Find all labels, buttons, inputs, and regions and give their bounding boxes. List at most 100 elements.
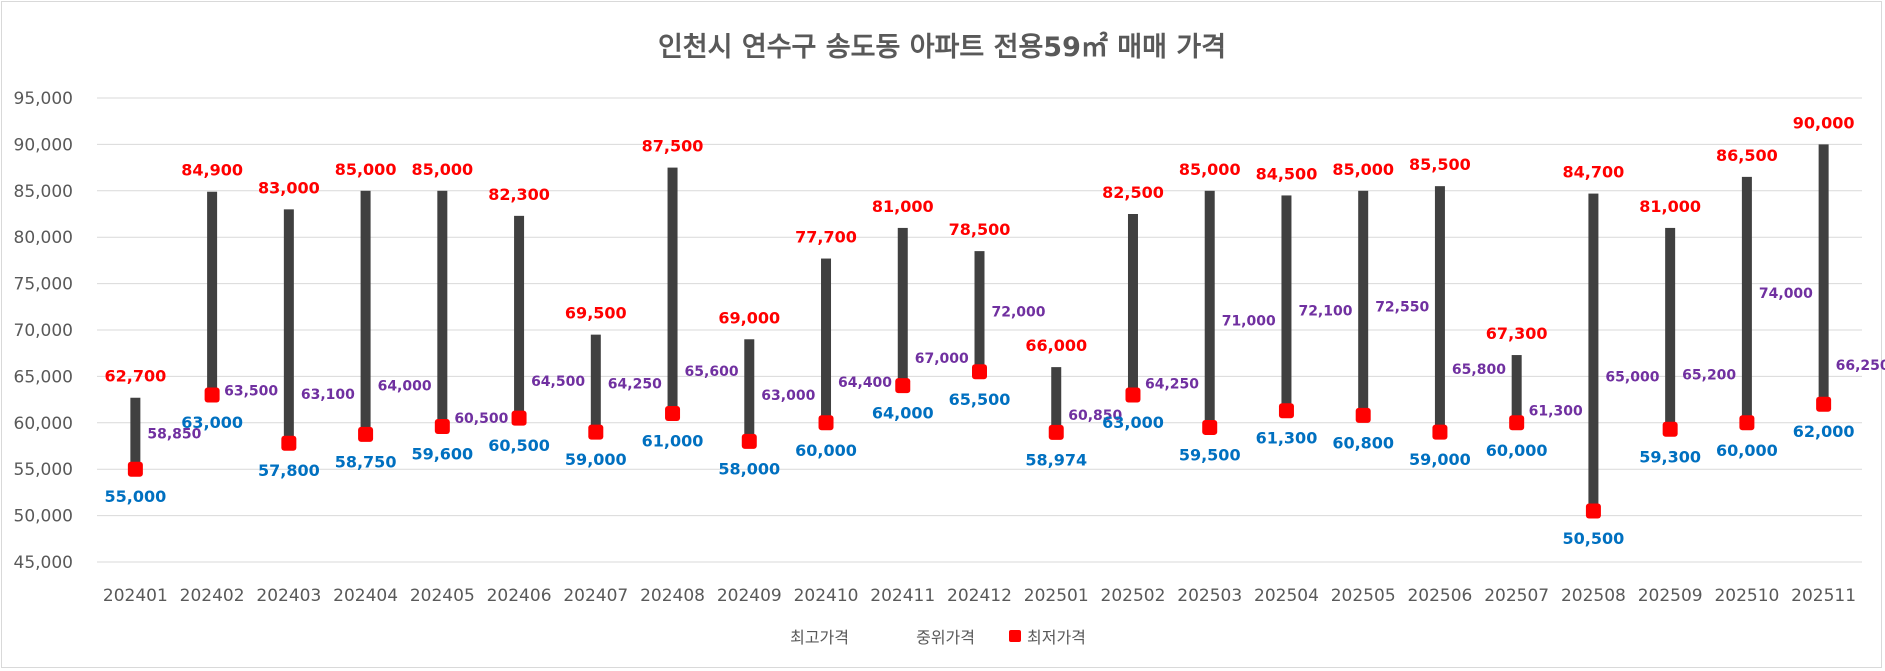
x-tick-label: 202404	[333, 586, 398, 606]
min-price-label: 58,750	[335, 452, 397, 471]
median-price-label: 58,850	[147, 426, 201, 442]
median-price-label: 60,500	[454, 411, 508, 427]
max-price-label: 84,700	[1563, 163, 1625, 182]
min-price-marker	[434, 419, 450, 435]
max-price-label: 84,500	[1256, 164, 1318, 183]
min-price-marker	[1816, 396, 1832, 412]
min-price-marker	[1509, 415, 1525, 431]
gridlines	[97, 97, 1862, 563]
range-bar	[1127, 214, 1138, 395]
min-price-marker	[665, 406, 681, 422]
min-price-label: 65,500	[949, 390, 1011, 409]
range-bar	[1741, 176, 1752, 423]
max-price-label: 62,700	[104, 367, 166, 386]
x-tick-label: 202405	[410, 586, 475, 606]
min-price-marker	[1662, 421, 1678, 437]
range-bar	[514, 215, 525, 419]
range-bar	[1434, 186, 1445, 433]
min-price-label: 60,800	[1332, 433, 1394, 452]
min-price-marker	[972, 364, 987, 380]
min-price-marker	[818, 415, 834, 431]
range-bar	[207, 191, 218, 395]
max-price-label: 85,500	[1409, 155, 1471, 174]
range-bar	[974, 251, 985, 372]
min-price-marker	[204, 387, 220, 403]
min-price-marker	[1048, 424, 1064, 440]
min-price-label: 59,500	[1179, 445, 1241, 464]
range-bar	[1818, 144, 1829, 405]
max-price-label: 69,500	[565, 304, 627, 323]
range-bar	[897, 227, 908, 386]
max-price-label: 77,700	[795, 228, 857, 247]
min-price-label: 59,300	[1639, 447, 1701, 466]
legend: 최고가격 중위가격 최저가격	[790, 628, 1086, 647]
x-tick-label: 202501	[1024, 586, 1089, 606]
range-bar	[437, 190, 448, 427]
x-tick-label: 202412	[947, 586, 1012, 606]
max-price-label: 82,300	[488, 185, 550, 204]
median-price-label: 65,000	[1605, 369, 1659, 385]
max-price-label: 85,000	[411, 160, 473, 179]
median-price-label: 72,550	[1375, 299, 1429, 315]
min-price-label: 58,974	[1025, 450, 1087, 469]
min-price-marker	[895, 378, 911, 394]
min-price-label: 60,000	[1716, 441, 1778, 460]
median-price-label: 64,500	[531, 374, 585, 390]
median-price-label: 71,000	[1222, 314, 1276, 330]
legend-label-median: 중위가격	[916, 628, 975, 647]
median-price-label: 64,250	[1145, 376, 1199, 392]
min-price-marker	[511, 410, 527, 426]
median-price-label: 64,400	[838, 375, 892, 391]
max-price-label: 83,000	[258, 178, 320, 197]
y-tick-label: 55,000	[14, 460, 73, 480]
x-tick-label: 202402	[180, 586, 245, 606]
min-price-label: 63,000	[1102, 413, 1164, 432]
x-tick-label: 202503	[1177, 586, 1242, 606]
range-bar	[360, 190, 371, 435]
median-price-label: 72,100	[1298, 304, 1352, 320]
y-tick-label: 60,000	[14, 414, 73, 434]
max-price-label: 66,000	[1025, 336, 1087, 355]
min-price-marker	[1355, 407, 1371, 423]
max-price-label: 86,500	[1716, 146, 1778, 165]
x-tick-label: 202506	[1407, 586, 1472, 606]
median-price-label: 65,600	[685, 364, 739, 380]
min-price-label: 58,000	[718, 459, 780, 478]
x-tick-label: 202409	[717, 586, 782, 606]
legend-marker-min	[1009, 630, 1021, 642]
y-tick-label: 75,000	[14, 275, 73, 295]
range-bar	[821, 258, 832, 423]
legend-label-max: 최고가격	[790, 628, 849, 647]
min-price-marker	[1739, 415, 1755, 431]
max-price-label: 67,300	[1486, 324, 1548, 343]
y-tick-label: 90,000	[14, 135, 73, 155]
min-price-label: 59,000	[565, 450, 627, 469]
min-price-label: 60,000	[795, 441, 857, 460]
min-price-marker	[127, 461, 143, 477]
max-price-label: 84,900	[181, 161, 243, 180]
x-tick-label: 202401	[103, 586, 168, 606]
x-tick-label: 202510	[1714, 586, 1779, 606]
range-bar	[283, 209, 294, 444]
min-price-label: 57,800	[258, 461, 320, 480]
y-tick-label: 45,000	[14, 553, 73, 573]
max-price-label: 85,000	[1332, 160, 1394, 179]
min-price-label: 61,000	[642, 432, 704, 451]
min-price-label: 60,000	[1486, 441, 1548, 460]
max-price-label: 78,500	[949, 220, 1011, 239]
max-price-label: 69,000	[718, 308, 780, 327]
x-tick-label: 202411	[870, 586, 935, 606]
min-price-label: 64,000	[872, 404, 934, 423]
min-price-marker	[281, 435, 297, 451]
x-tick-label: 202511	[1791, 586, 1856, 606]
range-bar	[667, 167, 678, 414]
min-price-marker	[1278, 403, 1294, 419]
legend-label-min: 최저가격	[1027, 628, 1086, 647]
min-price-marker	[358, 426, 374, 442]
range-bar	[590, 334, 601, 433]
min-price-label: 50,500	[1563, 529, 1625, 548]
range-bar	[1204, 190, 1215, 428]
x-tick-label: 202410	[794, 586, 859, 606]
x-tick-label: 202505	[1331, 586, 1396, 606]
